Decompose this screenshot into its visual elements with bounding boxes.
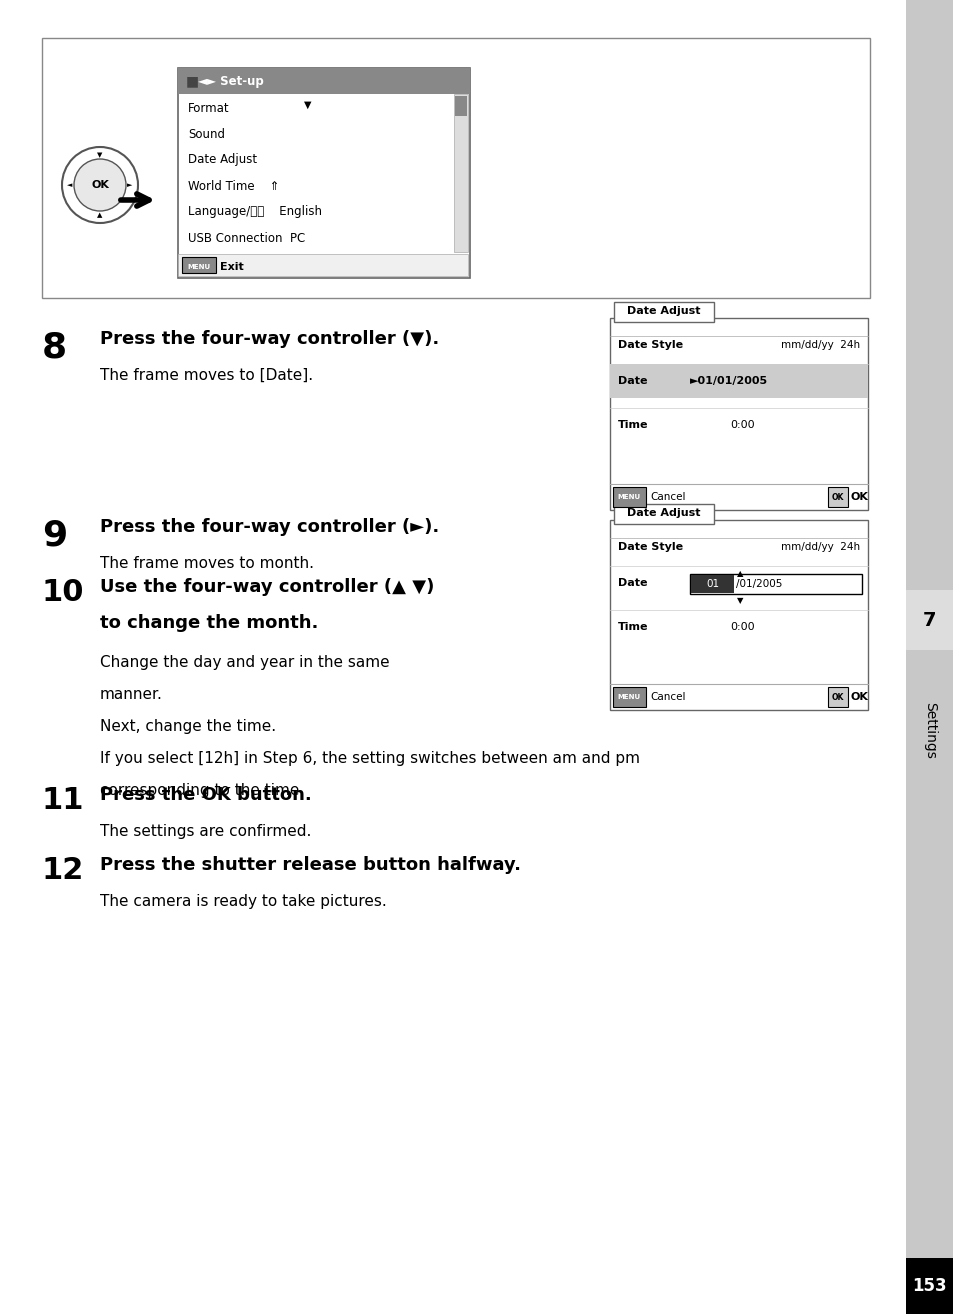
Text: The frame moves to month.: The frame moves to month. (100, 556, 314, 572)
Text: OK: OK (850, 491, 868, 502)
Text: If you select [12h] in Step 6, the setting switches between am and pm: If you select [12h] in Step 6, the setti… (100, 752, 639, 766)
Bar (614, 302, 713, 322)
Text: OK: OK (831, 692, 843, 702)
Text: OK: OK (831, 493, 843, 502)
Text: manner.: manner. (100, 687, 163, 702)
Text: 9: 9 (42, 518, 67, 552)
Text: MENU: MENU (617, 694, 639, 700)
Text: Date: Date (618, 578, 647, 587)
Bar (42, 38, 869, 298)
Text: to change the month.: to change the month. (100, 614, 318, 632)
Bar (178, 254, 468, 276)
Text: Format: Format (188, 101, 230, 114)
Text: Press the OK button.: Press the OK button. (100, 786, 312, 804)
Text: ◄: ◄ (68, 183, 72, 188)
Text: Date: Date (618, 376, 647, 386)
Text: ▼: ▼ (97, 152, 103, 158)
Text: ▲: ▲ (97, 212, 103, 218)
Text: /01/2005: /01/2005 (735, 579, 781, 589)
Bar (178, 68, 470, 95)
Text: Next, change the time.: Next, change the time. (100, 719, 275, 735)
Bar (614, 505, 713, 524)
Bar (613, 687, 645, 707)
Text: OK: OK (850, 692, 868, 702)
Text: 8: 8 (42, 330, 67, 364)
Text: Sound: Sound (188, 127, 225, 141)
Text: ■: ■ (186, 74, 199, 88)
Bar (905, 0, 953, 1314)
Text: Language/言語    English: Language/言語 English (188, 205, 322, 218)
Text: World Time    ⇑: World Time ⇑ (188, 180, 279, 192)
Bar (455, 96, 467, 116)
Text: Use the four-way controller (▲ ▼): Use the four-way controller (▲ ▼) (100, 578, 434, 597)
Text: Date Style: Date Style (618, 541, 682, 552)
Text: Press the four-way controller (▼).: Press the four-way controller (▼). (100, 330, 438, 348)
Bar (182, 258, 215, 273)
Text: Date Adjust: Date Adjust (626, 306, 700, 315)
Text: corresponding to the time.: corresponding to the time. (100, 783, 304, 798)
Bar (905, 1257, 953, 1314)
Text: Exit: Exit (220, 261, 244, 272)
Text: The frame moves to [Date].: The frame moves to [Date]. (100, 368, 313, 382)
Text: ▼: ▼ (736, 597, 742, 604)
Text: Press the shutter release button halfway.: Press the shutter release button halfway… (100, 855, 520, 874)
Text: Cancel: Cancel (649, 692, 685, 702)
Text: ◄► Set-up: ◄► Set-up (198, 75, 263, 88)
Text: Cancel: Cancel (649, 491, 685, 502)
Text: mm/dd/yy  24h: mm/dd/yy 24h (781, 541, 859, 552)
Text: Date Style: Date Style (618, 340, 682, 350)
Text: MENU: MENU (187, 264, 211, 269)
Bar (609, 520, 867, 710)
Text: mm/dd/yy  24h: mm/dd/yy 24h (781, 340, 859, 350)
Text: The camera is ready to take pictures.: The camera is ready to take pictures. (100, 894, 386, 909)
Text: Time: Time (618, 420, 648, 430)
Text: 153: 153 (912, 1277, 946, 1296)
Text: Change the day and year in the same: Change the day and year in the same (100, 654, 389, 670)
Text: Settings: Settings (923, 702, 936, 758)
Bar (905, 590, 953, 650)
Text: 11: 11 (42, 786, 85, 815)
Text: OK: OK (91, 180, 109, 191)
Bar (827, 687, 847, 707)
Text: 0:00: 0:00 (729, 622, 754, 632)
Bar (690, 576, 733, 593)
Text: ▼: ▼ (304, 100, 312, 110)
Text: Date Adjust: Date Adjust (626, 509, 700, 518)
Text: The settings are confirmed.: The settings are confirmed. (100, 824, 311, 840)
Text: 0:00: 0:00 (729, 420, 754, 430)
Bar (689, 574, 862, 594)
Text: USB Connection  PC: USB Connection PC (188, 231, 305, 244)
Text: MENU: MENU (617, 494, 639, 501)
Text: ►: ► (127, 183, 132, 188)
Text: Press the four-way controller (►).: Press the four-way controller (►). (100, 518, 438, 536)
Text: Time: Time (618, 622, 648, 632)
Bar (178, 68, 470, 279)
Bar (454, 95, 468, 252)
Circle shape (74, 159, 126, 212)
Text: 01: 01 (705, 579, 719, 589)
Bar (609, 364, 867, 398)
Text: ►01/01/2005: ►01/01/2005 (689, 376, 767, 386)
Text: 12: 12 (42, 855, 84, 886)
Text: ▲: ▲ (736, 569, 742, 578)
Text: Date Adjust: Date Adjust (188, 154, 257, 167)
Bar (609, 318, 867, 510)
Bar (613, 487, 645, 507)
Text: 10: 10 (42, 578, 85, 607)
Bar (827, 487, 847, 507)
Text: 7: 7 (923, 611, 936, 629)
